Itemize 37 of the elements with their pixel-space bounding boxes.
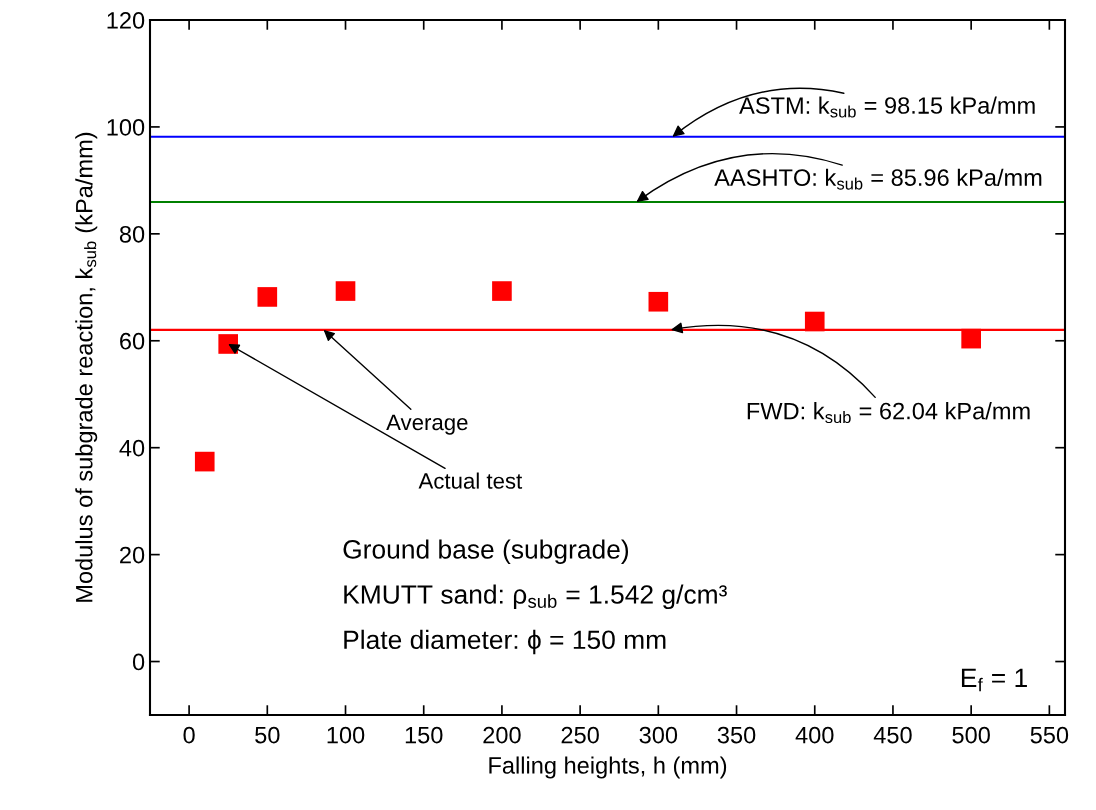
ref-line-label: AASHTO: k$_{sub}$ = 85.96 kPa/mm <box>714 168 1042 190</box>
annotation: Ground base (subgrade) <box>343 539 629 564</box>
x-tick-label: 150 <box>405 726 443 744</box>
ref-line-label: FWD: k$_{sub}$ = 62.04 kPa/mm <box>747 402 1030 424</box>
y-tick-label: 40 <box>119 439 145 457</box>
y-tick-label: 0 <box>132 653 145 671</box>
point <box>804 311 825 332</box>
y-tick-label: 100 <box>107 118 145 136</box>
x-tick-label: 100 <box>327 726 365 744</box>
point <box>961 328 981 349</box>
point <box>335 281 356 301</box>
y-tick-label: 60 <box>120 332 145 350</box>
x-tick-label: 200 <box>483 726 521 744</box>
y-axis-title: Modulus of subgrade reaction, k$_{sub}$ (kPa/mm) <box>75 132 98 602</box>
annotation: E$_{f}$ = 1 <box>961 668 1027 692</box>
x-tick-label: 50 <box>255 726 280 744</box>
annotation: Average <box>386 414 468 435</box>
y-tick-label: 120 <box>107 12 145 29</box>
x-tick-label: 300 <box>639 726 678 744</box>
point <box>492 281 512 301</box>
x-tick-label: 0 <box>183 726 195 744</box>
x-tick-label: 500 <box>952 726 990 744</box>
annotation: KMUTT sand: ρ$_{sub}$ = 1.542 g/cm³ <box>344 584 727 610</box>
ref-line-label: ASTM: k$_{sub}$ = 98.15 kPa/mm <box>739 96 1035 118</box>
point <box>257 287 278 307</box>
x-tick-label: 250 <box>561 726 599 744</box>
x-tick-label: 550 <box>1030 726 1069 744</box>
x-tick-label: 450 <box>873 726 912 744</box>
annotation: Actual test <box>418 472 523 489</box>
point <box>648 291 669 312</box>
x-tick-label: 400 <box>795 726 834 744</box>
x-tick-label: 350 <box>717 726 756 744</box>
y-tick-label: 80 <box>119 225 145 243</box>
y-tick-label: 20 <box>120 546 145 564</box>
annotation: Plate diameter: ϕ = 150 mm <box>344 629 666 655</box>
x-axis-title: Falling heights, h (mm) <box>489 756 727 779</box>
point <box>194 451 215 472</box>
